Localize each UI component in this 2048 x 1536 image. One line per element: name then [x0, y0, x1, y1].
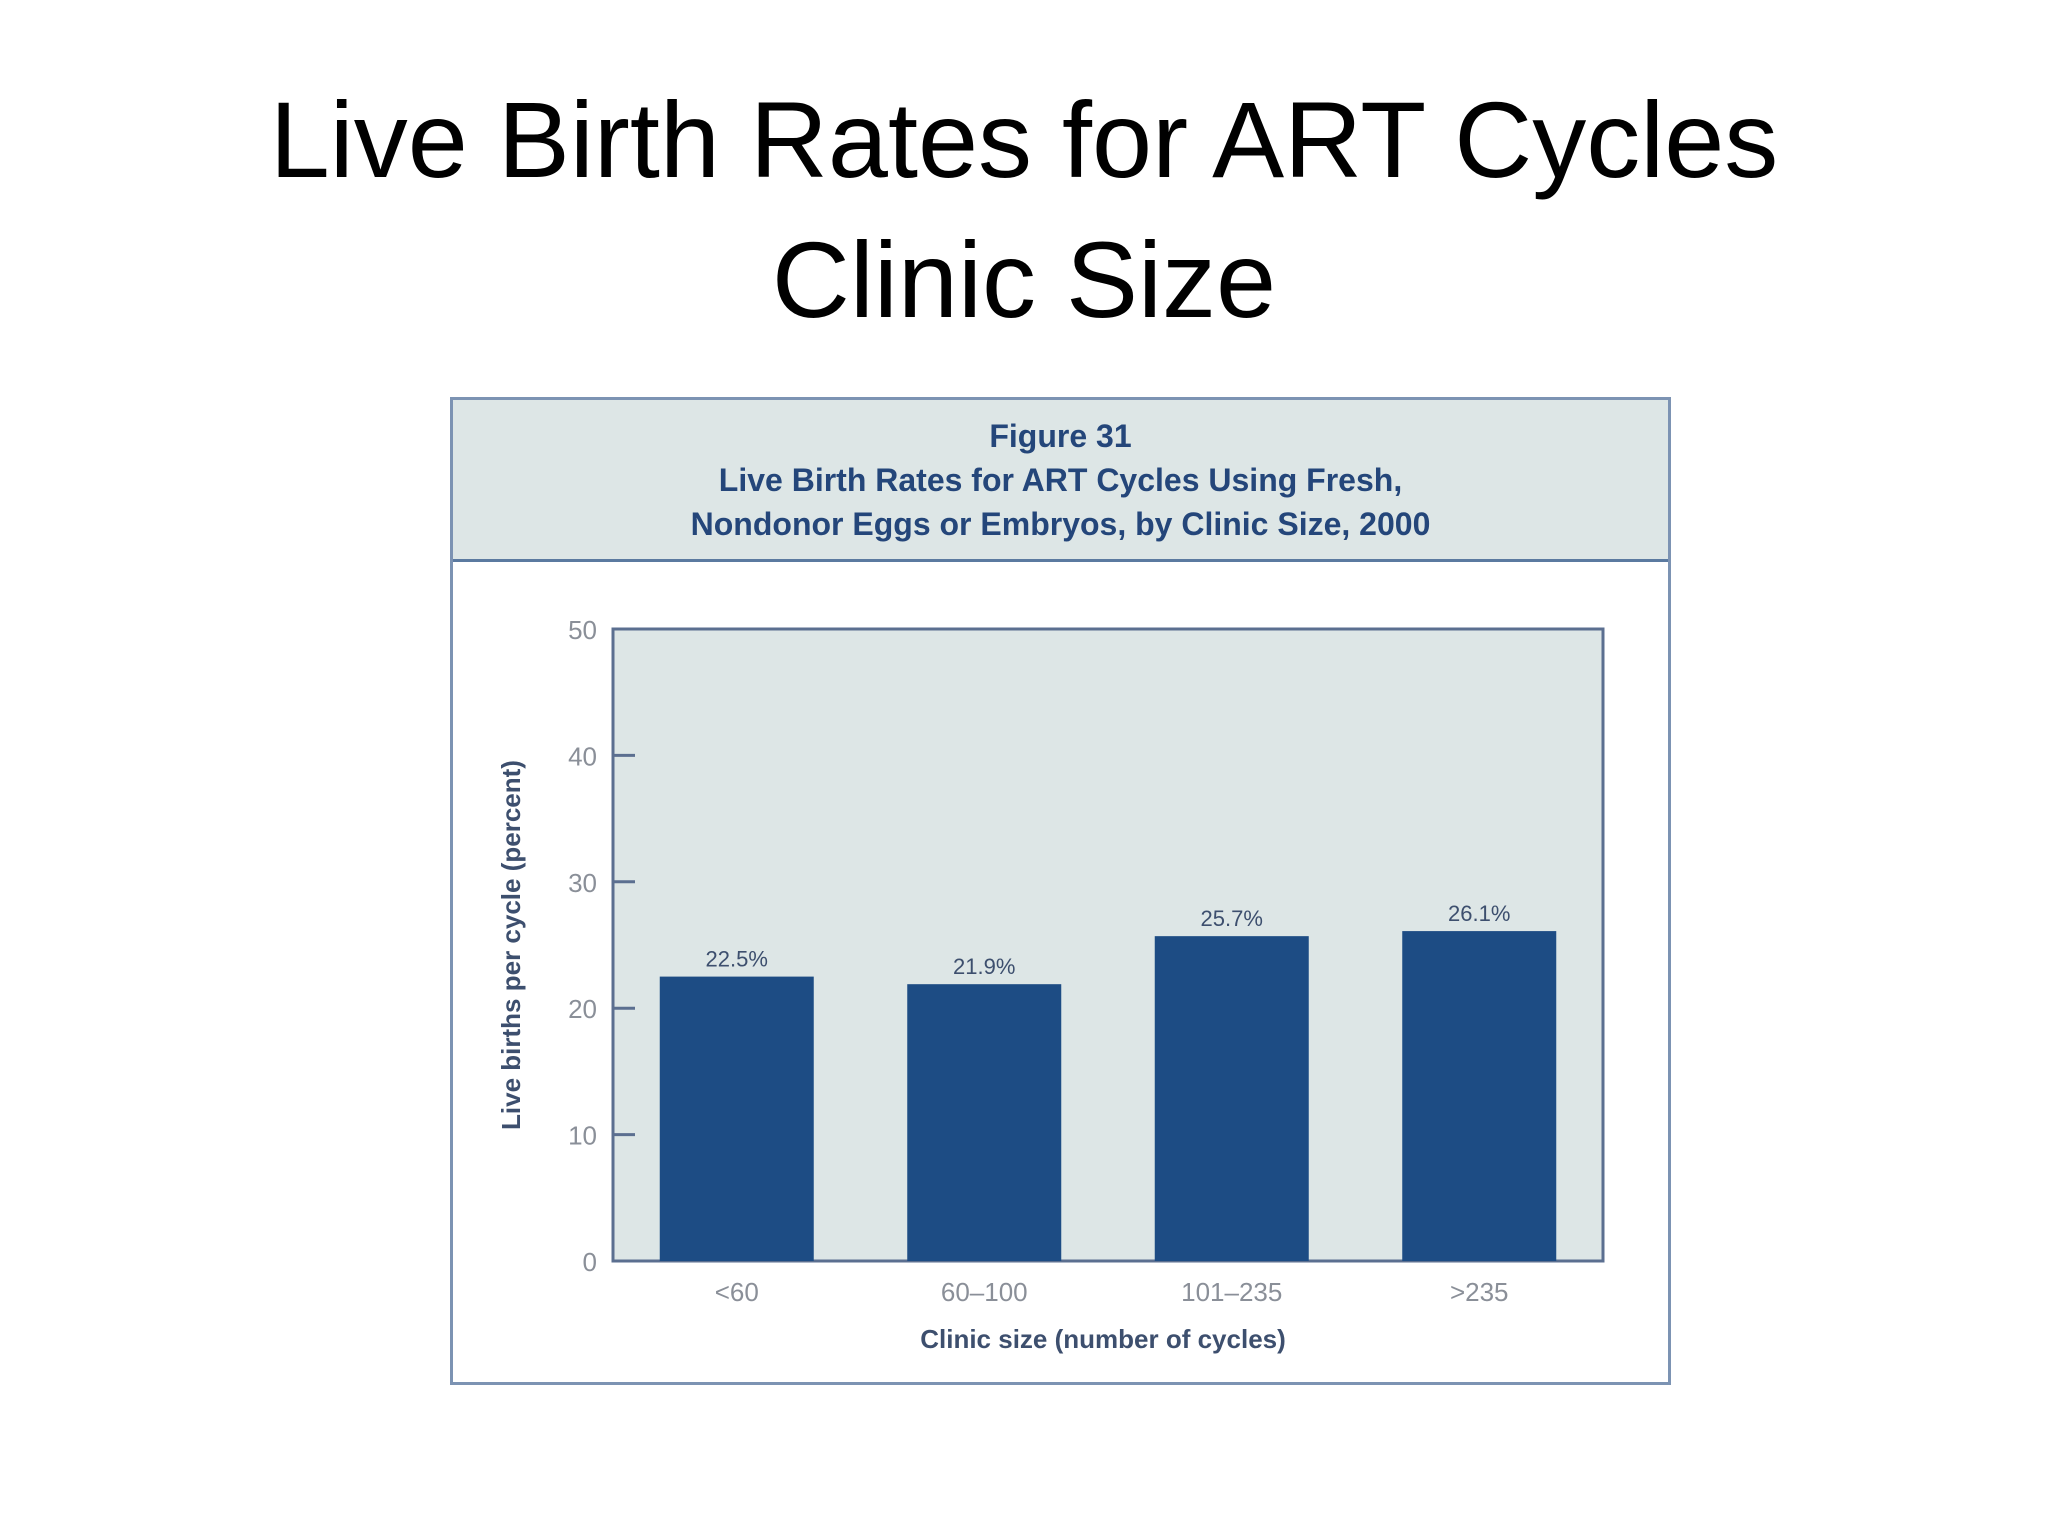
figure-label: Figure 31: [989, 418, 1132, 454]
figure-header: Figure 31 Live Birth Rates for ART Cycle…: [453, 400, 1668, 562]
x-tick-label: <60: [715, 1277, 759, 1307]
bar-chart: 0 10 20 30 40 50 22.5% 21.9% 25.7% 26.1% <60 60–1…: [496, 615, 1605, 1354]
bar-data-label: 25.7%: [1201, 906, 1263, 931]
x-tick-label: 60–100: [941, 1277, 1028, 1307]
y-tick-label: 30: [568, 868, 597, 898]
y-tick-label: 10: [568, 1121, 597, 1151]
slide-title-line-1: Live Birth Rates for ART Cycles: [269, 79, 1779, 200]
x-tick-label: 101–235: [1181, 1277, 1282, 1307]
y-tick-label: 40: [568, 741, 597, 771]
bar-data-label: 22.5%: [706, 947, 768, 972]
y-tick-label: 50: [568, 615, 597, 645]
x-tick-label: >235: [1450, 1277, 1509, 1307]
x-axis-title: Clinic size (number of cycles): [920, 1324, 1286, 1354]
y-tick-label: 0: [583, 1247, 597, 1277]
bar: [1154, 936, 1309, 1261]
bar: [659, 976, 814, 1261]
figure-panel: Figure 31 Live Birth Rates for ART Cycle…: [450, 397, 1671, 1385]
figure-title-line-1: Live Birth Rates for ART Cycles Using Fr…: [718, 462, 1403, 498]
bar: [1402, 931, 1557, 1261]
bars: 22.5% 21.9% 25.7% 26.1%: [659, 901, 1557, 1261]
x-axis-ticks: <60 60–100 101–235 >235: [715, 1277, 1509, 1307]
y-axis-ticks: 0 10 20 30 40 50: [568, 615, 635, 1277]
y-tick-label: 20: [568, 994, 597, 1024]
figure-title-line-2: Nondonor Eggs or Embryos, by Clinic Size…: [690, 506, 1431, 542]
slide-title: Live Birth Rates for ART Cycles Clinic S…: [0, 70, 2048, 350]
bar-data-label: 26.1%: [1448, 901, 1510, 926]
slide-title-line-2: Clinic Size: [771, 219, 1277, 340]
y-axis-title: Live births per cycle (percent): [496, 760, 526, 1130]
bar: [907, 984, 1062, 1261]
bar-data-label: 21.9%: [953, 954, 1015, 979]
